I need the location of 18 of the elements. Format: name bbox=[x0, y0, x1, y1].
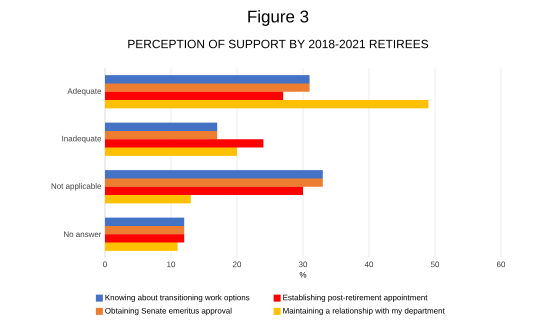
bar bbox=[105, 130, 218, 140]
bar bbox=[105, 242, 178, 251]
bar bbox=[105, 195, 191, 204]
bar bbox=[105, 226, 184, 234]
chart-title: Figure 3 bbox=[248, 10, 308, 26]
bar bbox=[105, 186, 303, 196]
chart-subtitle: PERCEPTION OF SUPPORT BY 2018-2021 RETIREES bbox=[128, 40, 428, 48]
bar bbox=[105, 122, 218, 131]
bar bbox=[105, 75, 310, 84]
bar bbox=[105, 83, 310, 92]
bar bbox=[105, 218, 184, 226]
bar bbox=[105, 170, 323, 178]
bar bbox=[105, 139, 264, 148]
bar bbox=[105, 178, 323, 187]
bar bbox=[105, 92, 284, 100]
bar bbox=[105, 148, 237, 156]
bar bbox=[105, 234, 184, 243]
bar bbox=[105, 100, 428, 108]
